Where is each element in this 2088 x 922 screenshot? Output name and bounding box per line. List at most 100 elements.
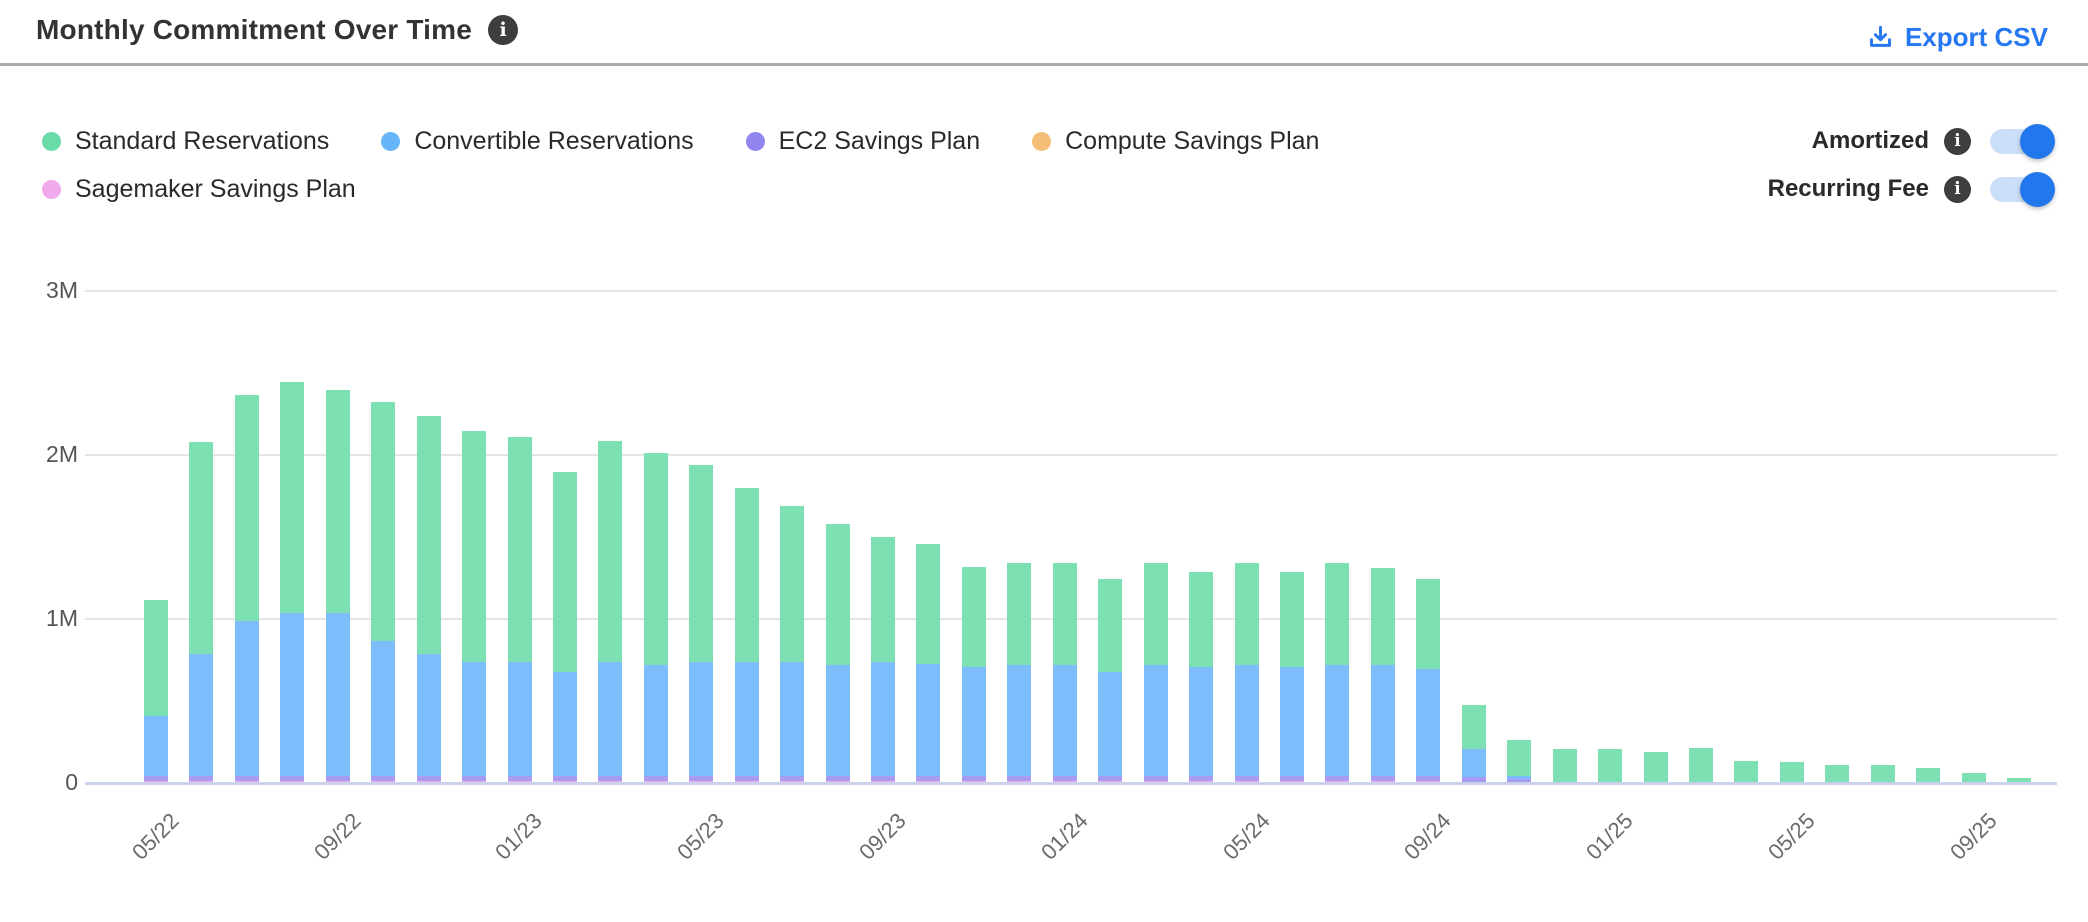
bar-segment — [1052, 665, 1077, 776]
bar-04/24[interactable] — [1189, 572, 1214, 782]
bar-segment — [2007, 778, 2032, 782]
bar-09/23[interactable] — [871, 537, 896, 782]
bar-04/23[interactable] — [643, 453, 668, 782]
legend-item[interactable]: Standard Reservations — [42, 127, 329, 156]
bar-segment — [780, 506, 805, 662]
bar-10/22[interactable] — [371, 402, 396, 782]
bar-07/25[interactable] — [1870, 765, 1895, 782]
bar-08/24[interactable] — [1370, 568, 1395, 782]
bar-segment — [1234, 665, 1259, 776]
bar-segment — [1234, 563, 1259, 665]
bar-05/25[interactable] — [1779, 762, 1804, 782]
bar-segment — [916, 781, 941, 782]
bar-segment — [1416, 781, 1441, 782]
bar-segment — [961, 567, 986, 667]
bar-01/24[interactable] — [1052, 563, 1077, 782]
bar-segment — [552, 672, 577, 776]
bar-10/24[interactable] — [1461, 705, 1486, 782]
legend-dot-icon — [42, 131, 61, 151]
bar-01/25[interactable] — [1598, 749, 1623, 782]
bar-01/23[interactable] — [507, 437, 532, 782]
bar-segment — [871, 781, 896, 782]
legend-item[interactable]: EC2 Savings Plan — [745, 126, 981, 156]
x-axis-tick-label: 09/24 — [1399, 808, 1457, 865]
bar-08/25[interactable] — [1916, 768, 1941, 782]
bar-05/23[interactable] — [689, 465, 714, 782]
bar-segment — [598, 781, 623, 782]
bar-12/22[interactable] — [462, 431, 487, 782]
bar-segment — [144, 781, 168, 782]
bar-segment — [780, 781, 805, 782]
bar-02/23[interactable] — [552, 472, 577, 782]
bar-02/24[interactable] — [1098, 579, 1123, 782]
recurring-fee-info-icon[interactable]: i — [1944, 175, 1971, 203]
bar-10/25[interactable] — [2007, 778, 2032, 782]
bar-segment — [280, 382, 305, 613]
bar-segment — [189, 442, 214, 654]
bar-segment — [643, 776, 668, 781]
bar-segment — [1825, 765, 1850, 782]
bar-08/22[interactable] — [280, 382, 305, 782]
bar-12/23[interactable] — [1007, 563, 1032, 782]
bar-segment — [325, 613, 350, 776]
bar-segment — [416, 776, 441, 781]
bar-segment — [416, 654, 441, 776]
x-axis-baseline — [85, 782, 2057, 785]
bar-segment — [1507, 776, 1532, 779]
legend-item[interactable]: Convertible Reservations — [381, 127, 694, 156]
bar-09/25[interactable] — [1961, 773, 1986, 782]
bar-segment — [1370, 781, 1395, 782]
recurring-fee-toggle-row: Recurring Fee i — [1768, 171, 2055, 207]
bar-07/23[interactable] — [780, 506, 805, 782]
bar-04/25[interactable] — [1734, 761, 1759, 782]
bar-06/25[interactable] — [1825, 765, 1850, 782]
bar-03/23[interactable] — [598, 441, 623, 782]
bar-02/25[interactable] — [1643, 752, 1668, 782]
bar-segment — [325, 781, 350, 782]
bar-07/24[interactable] — [1325, 563, 1350, 782]
page-title: Monthly Commitment Over Time — [36, 14, 473, 45]
bar-segment — [234, 395, 259, 621]
bar-segment — [871, 662, 896, 776]
title-info-icon[interactable]: i — [488, 15, 519, 45]
bar-segment — [1461, 777, 1486, 782]
bar-06/24[interactable] — [1280, 572, 1304, 782]
bar-segment — [462, 662, 487, 776]
bar-06/23[interactable] — [734, 488, 759, 782]
bar-segment — [1052, 776, 1077, 781]
bar-segment — [1734, 761, 1759, 782]
bar-03/25[interactable] — [1688, 748, 1713, 782]
bar-11/22[interactable] — [416, 416, 441, 782]
bar-10/23[interactable] — [916, 544, 941, 782]
bar-12/24[interactable] — [1552, 749, 1577, 782]
recurring-fee-switch[interactable] — [1990, 171, 2055, 207]
bar-06/22[interactable] — [189, 442, 214, 782]
legend-item[interactable]: Compute Savings Plan — [1032, 127, 1319, 156]
bar-segment — [1007, 563, 1032, 665]
bar-segment — [234, 621, 259, 776]
bar-05/22[interactable] — [144, 600, 168, 782]
bar-03/24[interactable] — [1143, 563, 1168, 782]
bar-08/23[interactable] — [825, 524, 850, 782]
bar-07/22[interactable] — [234, 395, 259, 782]
bar-05/24[interactable] — [1234, 563, 1259, 782]
bar-11/24[interactable] — [1507, 740, 1532, 782]
bar-segment — [825, 665, 850, 776]
bar-segment — [734, 776, 759, 781]
legend-label: EC2 Savings Plan — [778, 126, 981, 155]
bar-segment — [462, 776, 487, 781]
amortized-switch[interactable] — [1990, 123, 2055, 159]
bar-segment — [1416, 776, 1441, 781]
export-csv-button[interactable]: Export CSV — [1867, 22, 2048, 53]
bar-09/22[interactable] — [325, 390, 350, 782]
bar-segment — [916, 544, 941, 664]
bar-segment — [1007, 781, 1032, 782]
y-axis-tick-label: 0 — [65, 769, 78, 795]
bar-segment — [1234, 776, 1259, 781]
bar-09/24[interactable] — [1416, 579, 1441, 782]
bar-segment — [643, 453, 668, 665]
amortized-info-icon[interactable]: i — [1944, 127, 1971, 155]
amortized-toggle-row: Amortized i — [1812, 123, 2055, 159]
legend-item[interactable]: Sagemaker Savings Plan — [42, 175, 356, 204]
bar-11/23[interactable] — [961, 567, 986, 782]
